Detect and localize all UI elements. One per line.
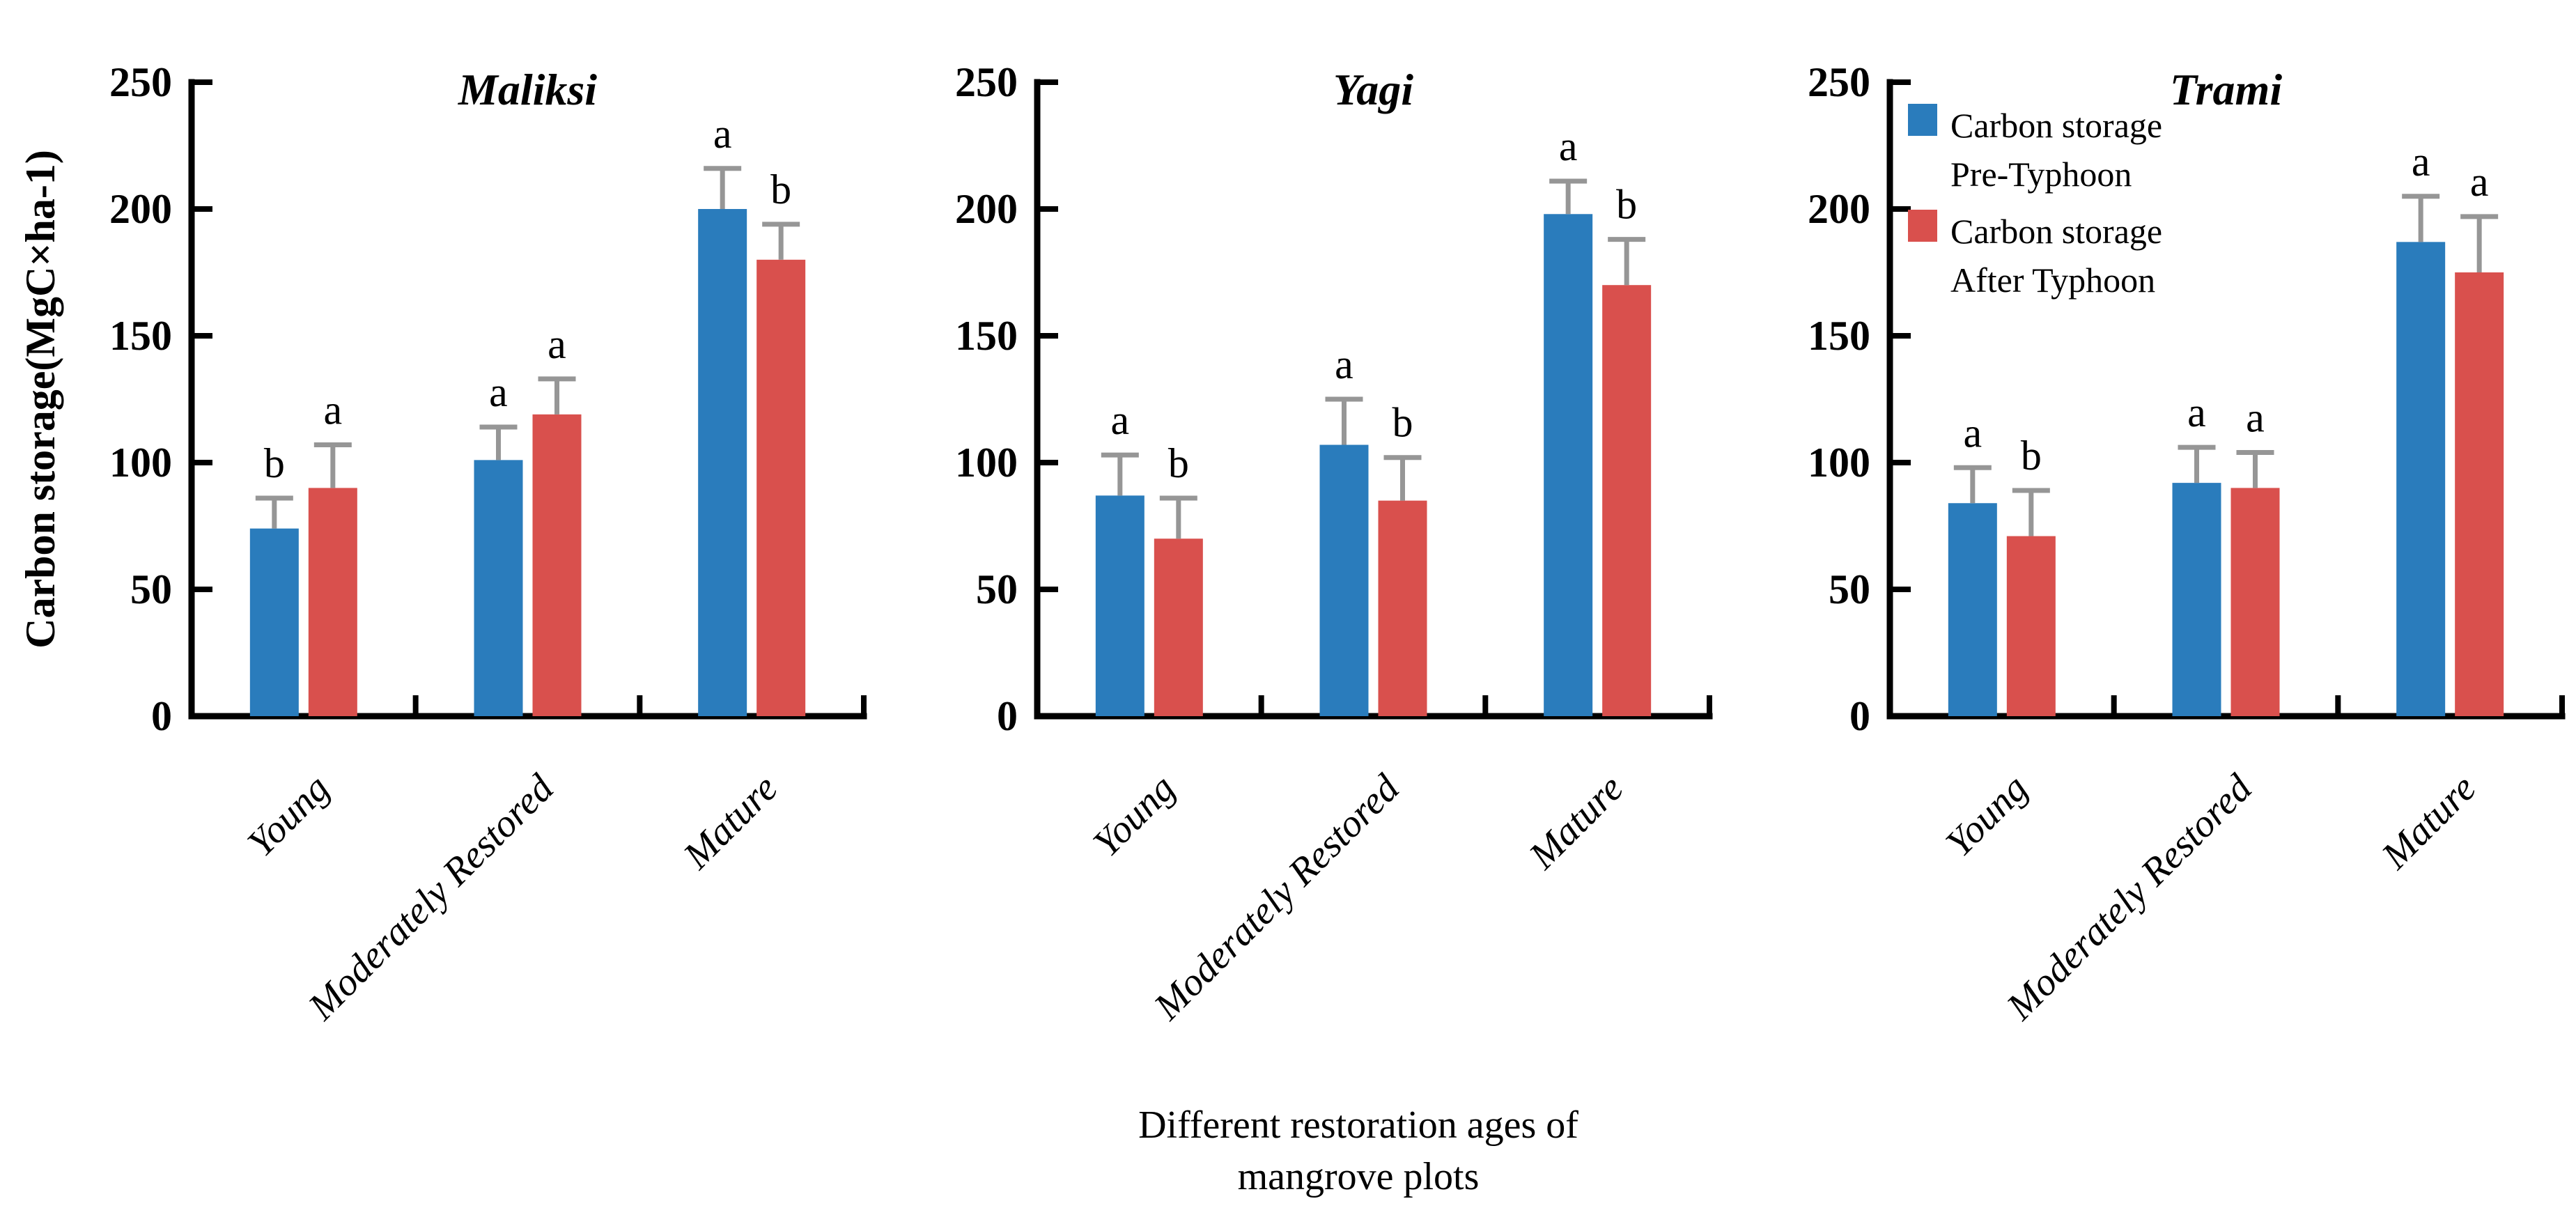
y-tick-label: 150 xyxy=(1808,313,1870,359)
bar-pre-young xyxy=(1095,495,1145,716)
significance-letter: a xyxy=(1964,410,1983,456)
y-tick-label: 200 xyxy=(955,186,1018,232)
bar-after-mature xyxy=(2455,272,2504,716)
x-axis-title: Different restoration ages of mangrove p… xyxy=(926,1099,1790,1202)
y-tick-label: 150 xyxy=(955,313,1018,359)
significance-letter: a xyxy=(1111,397,1130,443)
category-label-young: Young xyxy=(1938,766,2036,865)
y-tick-label: 50 xyxy=(976,566,1018,612)
bar-pre-moderately-restored xyxy=(474,460,523,716)
legend-label-pre-line-1: Carbon storage xyxy=(1950,106,2162,145)
y-tick-label: 0 xyxy=(151,693,172,739)
category-label-moderately-restored: Moderately Restored xyxy=(1998,766,2260,1029)
significance-letter: b xyxy=(1616,182,1637,228)
legend-swatch-after xyxy=(1908,210,1937,242)
legend-label-pre-line-2: Pre-Typhoon xyxy=(1950,155,2132,194)
y-tick-label: 150 xyxy=(109,313,172,359)
y-tick-label: 0 xyxy=(997,693,1018,739)
bar-after-moderately-restored xyxy=(2230,488,2280,716)
category-label-young: Young xyxy=(240,766,338,865)
panel-title: Maliksi xyxy=(458,65,597,114)
category-label-mature: Mature xyxy=(675,766,786,878)
bar-after-mature xyxy=(756,259,806,716)
y-axis-title: Carbon storage(MgC×ha-1) xyxy=(17,150,63,649)
bar-pre-moderately-restored xyxy=(1319,444,1369,716)
category-label-moderately-restored: Moderately Restored xyxy=(300,766,562,1029)
significance-letter: b xyxy=(264,440,285,486)
y-tick-label: 250 xyxy=(955,59,1018,105)
bar-pre-moderately-restored xyxy=(2172,483,2221,716)
significance-letter: b xyxy=(770,167,791,212)
bar-pre-mature xyxy=(2396,242,2446,716)
y-tick-label: 50 xyxy=(1829,566,1870,612)
significance-letter: a xyxy=(2187,389,2206,435)
y-tick-label: 200 xyxy=(109,186,172,232)
significance-letter: a xyxy=(1335,341,1353,387)
bar-after-mature xyxy=(1602,285,1652,716)
significance-letter: a xyxy=(2246,394,2265,440)
y-tick-label: 100 xyxy=(955,440,1018,486)
bar-pre-mature xyxy=(698,209,747,716)
y-tick-label: 0 xyxy=(1849,693,1870,739)
panel-title: Yagi xyxy=(1333,65,1413,114)
significance-letter: a xyxy=(2412,139,2430,185)
significance-letter: a xyxy=(2470,159,2489,205)
legend-label-after-line-1: Carbon storage xyxy=(1950,212,2162,251)
significance-letter: a xyxy=(713,111,732,157)
significance-letter: a xyxy=(1559,123,1578,169)
y-tick-label: 50 xyxy=(130,566,172,612)
significance-letter: a xyxy=(548,321,566,367)
category-label-mature: Mature xyxy=(1521,766,1632,878)
bar-pre-young xyxy=(249,528,299,716)
category-label-mature: Mature xyxy=(2373,766,2485,878)
significance-letter: a xyxy=(489,369,508,415)
significance-letter: b xyxy=(1392,400,1413,446)
bar-pre-mature xyxy=(1544,214,1593,716)
bar-after-young xyxy=(308,488,357,716)
y-tick-label: 100 xyxy=(109,440,172,486)
panel-title: Trami xyxy=(2170,65,2282,114)
category-label-young: Young xyxy=(1085,766,1184,865)
x-axis-title-line-1: Different restoration ages of xyxy=(1138,1104,1578,1147)
significance-letter: b xyxy=(1168,440,1189,486)
x-axis-title-line-2: mangrove plots xyxy=(1237,1155,1480,1198)
bar-after-young xyxy=(1154,539,1203,716)
bar-pre-young xyxy=(1948,503,1997,716)
significance-letter: b xyxy=(2021,433,2042,479)
bar-after-young xyxy=(2006,536,2056,716)
y-tick-label: 200 xyxy=(1808,186,1870,232)
category-label-moderately-restored: Moderately Restored xyxy=(1145,766,1408,1029)
y-tick-label: 250 xyxy=(1808,59,1870,105)
significance-letter: a xyxy=(324,387,343,433)
bar-after-moderately-restored xyxy=(532,414,582,716)
legend-label-after-line-2: After Typhoon xyxy=(1950,261,2155,300)
y-tick-label: 100 xyxy=(1808,440,1870,486)
bar-after-moderately-restored xyxy=(1378,500,1427,716)
legend-swatch-pre xyxy=(1908,104,1937,136)
y-tick-label: 250 xyxy=(109,59,172,105)
